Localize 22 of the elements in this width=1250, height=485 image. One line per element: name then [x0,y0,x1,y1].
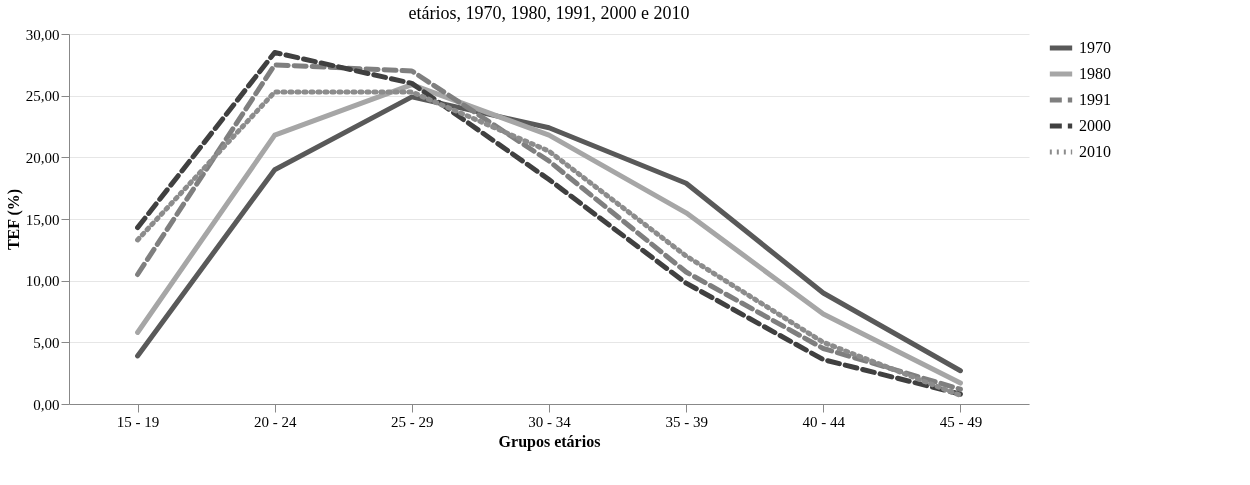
y-tick-label: 10,00 [25,273,60,290]
legend-label: 2010 [1079,143,1111,160]
chart-title: etários, 1970, 1980, 1991, 2000 e 2010 [408,3,690,23]
x-axis-title: Grupos etários [498,432,601,451]
x-tick-label: 30 - 34 [528,413,572,430]
x-tick-label: 15 - 19 [116,413,160,430]
legend-label: 1970 [1079,39,1111,56]
legend-label: 1980 [1079,65,1111,82]
y-tick-label: 5,00 [33,334,60,351]
legend-label: 2000 [1079,117,1111,134]
x-tick-label: 40 - 44 [802,413,846,430]
y-tick-label: 20,00 [25,149,60,166]
x-tick-label: 45 - 49 [939,413,983,430]
y-tick-label: 30,00 [25,26,60,43]
x-tick-label: 20 - 24 [253,413,297,430]
y-tick-label: 15,00 [25,211,60,228]
y-tick-label: 25,00 [25,88,60,105]
x-tick-label: 25 - 29 [391,413,434,430]
legend-label: 1991 [1079,91,1111,108]
y-tick-label: 0,00 [33,396,60,413]
y-axis-title: TEF (%) [4,188,23,251]
x-tick-label: 35 - 39 [665,413,708,430]
